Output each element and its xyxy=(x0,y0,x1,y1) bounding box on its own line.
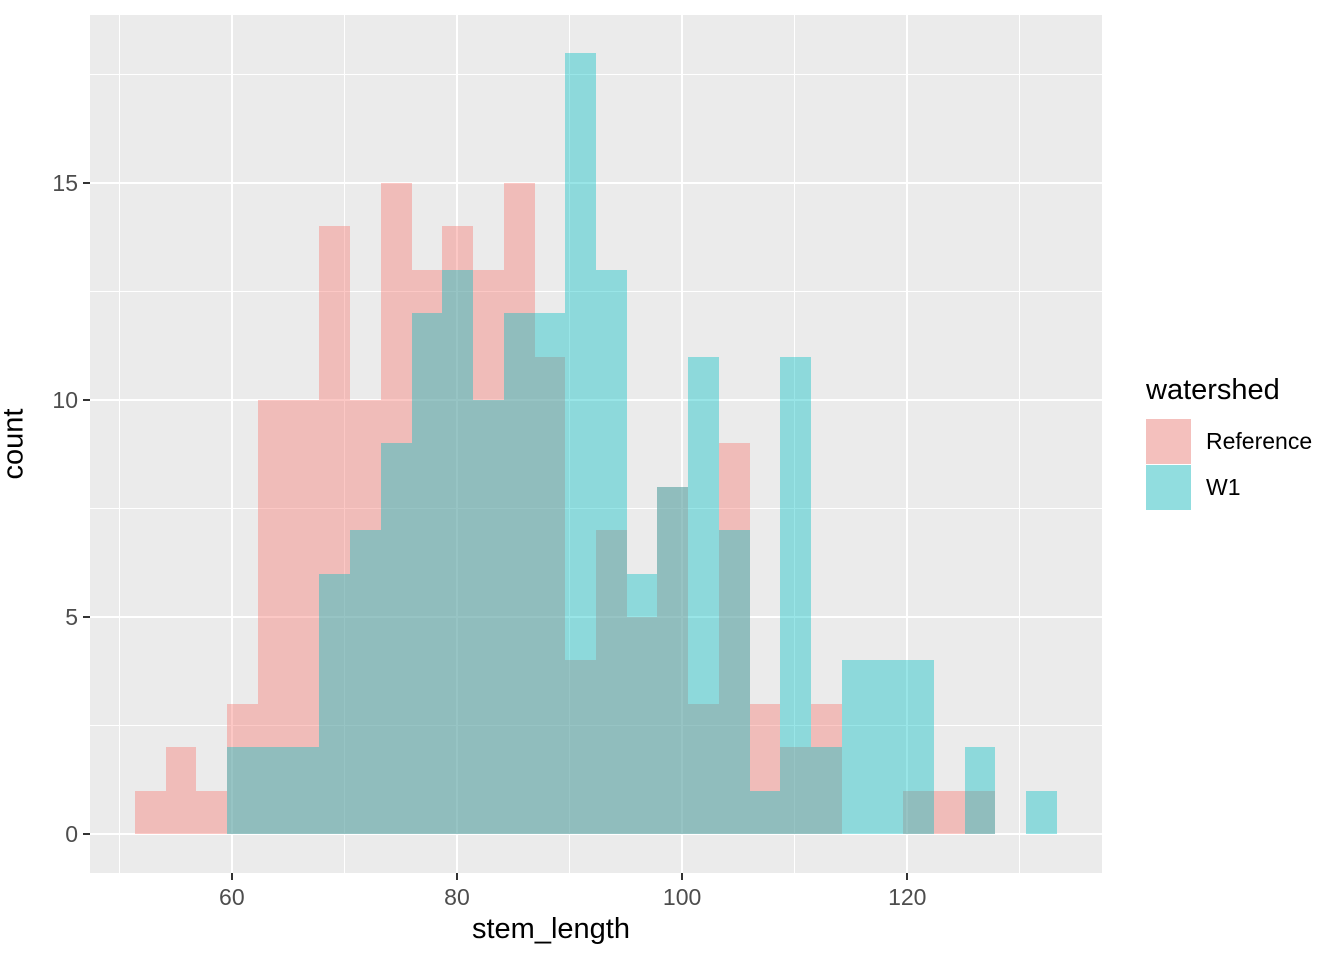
histogram-bar-reference-bin-19 xyxy=(718,443,750,834)
histogram-bar-reference-bin-13 xyxy=(534,356,566,834)
histogram-bar-reference-bin-8 xyxy=(380,182,412,834)
histogram-bar-reference-bin-1 xyxy=(165,747,197,834)
histogram-bar-w1-bin-12 xyxy=(503,313,535,834)
y-minor-gridline xyxy=(90,724,1102,726)
y-tick-label: 0 xyxy=(65,820,78,847)
y-major-gridline xyxy=(90,398,1102,401)
legend-swatch-reference xyxy=(1146,419,1191,464)
histogram-bar-w1-bin-3 xyxy=(227,747,258,834)
histogram-bar-w1-bin-10 xyxy=(442,269,474,834)
x-tick-mark xyxy=(906,873,909,880)
histogram-bar-reference-bin-9 xyxy=(411,269,443,834)
legend-item-w1: W1 xyxy=(1146,465,1312,510)
histogram-bar-w1-bin-18 xyxy=(688,356,719,834)
y-major-gridline xyxy=(90,181,1102,184)
histogram-bar-reference-bin-7 xyxy=(350,399,381,834)
histogram-bar-w1-bin-9 xyxy=(411,313,443,834)
y-tick-mark xyxy=(83,181,90,184)
plot-panel xyxy=(90,15,1102,873)
legend-swatch-w1 xyxy=(1146,465,1191,510)
histogram-bar-reference-bin-0 xyxy=(135,790,166,834)
histogram-bar-reference-bin-17 xyxy=(657,486,689,834)
y-major-gridline xyxy=(90,615,1102,618)
y-major-gridline xyxy=(90,832,1102,835)
x-major-gridline xyxy=(681,15,684,873)
x-tick-mark xyxy=(455,873,458,880)
y-tick-label: 5 xyxy=(65,603,78,630)
histogram-bar-reference-bin-15 xyxy=(596,530,627,834)
x-minor-gridline xyxy=(569,15,571,873)
x-tick-label: 100 xyxy=(662,884,702,910)
y-minor-gridline xyxy=(90,290,1102,292)
histogram-bar-reference-bin-14 xyxy=(565,660,596,834)
histogram-bar-reference-bin-10 xyxy=(442,226,474,834)
x-tick-label: 60 xyxy=(219,884,245,910)
legend-key-w1 xyxy=(1146,465,1191,510)
y-axis-title: count xyxy=(0,408,30,480)
x-major-gridline xyxy=(230,15,233,873)
x-minor-gridline xyxy=(118,15,120,873)
histogram-bar-reference-bin-4 xyxy=(257,399,289,834)
histogram-bar-w1-bin-29 xyxy=(1026,790,1057,834)
x-minor-gridline xyxy=(1019,15,1021,873)
histogram-bar-w1-bin-8 xyxy=(380,443,412,834)
histogram-bar-reference-bin-26 xyxy=(934,790,965,834)
histogram-bar-reference-bin-6 xyxy=(319,226,351,834)
legend-title: watershed xyxy=(1146,374,1280,406)
histogram-bar-w1-bin-21 xyxy=(780,356,812,834)
histogram-bar-reference-bin-2 xyxy=(196,790,228,834)
histogram-bar-w1-bin-5 xyxy=(288,747,320,834)
y-minor-gridline xyxy=(90,73,1102,75)
histogram-bar-w1-bin-27 xyxy=(964,747,996,834)
histogram-bar-reference-bin-21 xyxy=(780,747,812,834)
x-minor-gridline xyxy=(794,15,796,873)
y-tick-mark xyxy=(83,832,90,835)
y-minor-gridline xyxy=(90,507,1102,509)
histogram-bar-w1-bin-19 xyxy=(718,530,750,834)
histogram-bar-reference-bin-27 xyxy=(964,790,996,834)
histogram-bar-w1-bin-14 xyxy=(565,52,596,834)
histogram-bar-w1-bin-17 xyxy=(657,486,689,834)
histogram-bar-w1-bin-4 xyxy=(257,747,289,834)
y-tick-mark xyxy=(83,398,90,401)
legend-items: Reference W1 xyxy=(1146,419,1312,510)
legend: watershed Reference W1 xyxy=(1146,376,1312,511)
histogram-bar-w1-bin-11 xyxy=(473,399,504,834)
x-tick-label: 120 xyxy=(888,884,927,910)
legend-item-reference: Reference xyxy=(1146,419,1312,464)
histogram-bar-reference-bin-16 xyxy=(626,616,658,834)
histogram-bar-w1-bin-24 xyxy=(872,660,904,834)
legend-label: Reference xyxy=(1206,428,1313,454)
histogram-bar-w1-bin-22 xyxy=(811,747,842,834)
x-major-gridline xyxy=(906,15,909,873)
histogram-bar-reference-bin-18 xyxy=(688,703,719,834)
x-tick-label: 80 xyxy=(444,884,470,910)
histogram-bar-reference-bin-12 xyxy=(503,182,535,834)
histogram-bar-w1-bin-7 xyxy=(350,530,381,834)
y-tick-label: 15 xyxy=(52,169,78,196)
legend-key-reference xyxy=(1146,419,1191,464)
histogram-bar-w1-bin-15 xyxy=(596,269,627,834)
histogram-bar-reference-bin-22 xyxy=(811,703,842,834)
x-tick-mark xyxy=(230,873,233,880)
histogram-bar-w1-bin-13 xyxy=(534,313,566,834)
histogram-bar-w1-bin-20 xyxy=(749,790,781,834)
histogram-bar-reference-bin-3 xyxy=(227,703,258,834)
histogram-bar-reference-bin-11 xyxy=(473,269,504,834)
histogram-bar-reference-bin-25 xyxy=(903,790,935,834)
histogram-bar-reference-bin-20 xyxy=(749,703,781,834)
histogram-bar-w1-bin-25 xyxy=(903,660,935,834)
histogram-bar-w1-bin-23 xyxy=(841,660,873,834)
y-tick-label: 10 xyxy=(52,386,78,413)
y-tick-mark xyxy=(83,615,90,618)
x-major-gridline xyxy=(455,15,458,873)
x-axis-title: stem_length xyxy=(472,913,630,945)
histogram-bar-w1-bin-16 xyxy=(626,573,658,834)
legend-label: W1 xyxy=(1206,474,1241,500)
x-minor-gridline xyxy=(343,15,345,873)
histogram-bar-w1-bin-6 xyxy=(319,573,351,834)
x-tick-mark xyxy=(681,873,684,880)
histogram-bar-reference-bin-5 xyxy=(288,399,320,834)
